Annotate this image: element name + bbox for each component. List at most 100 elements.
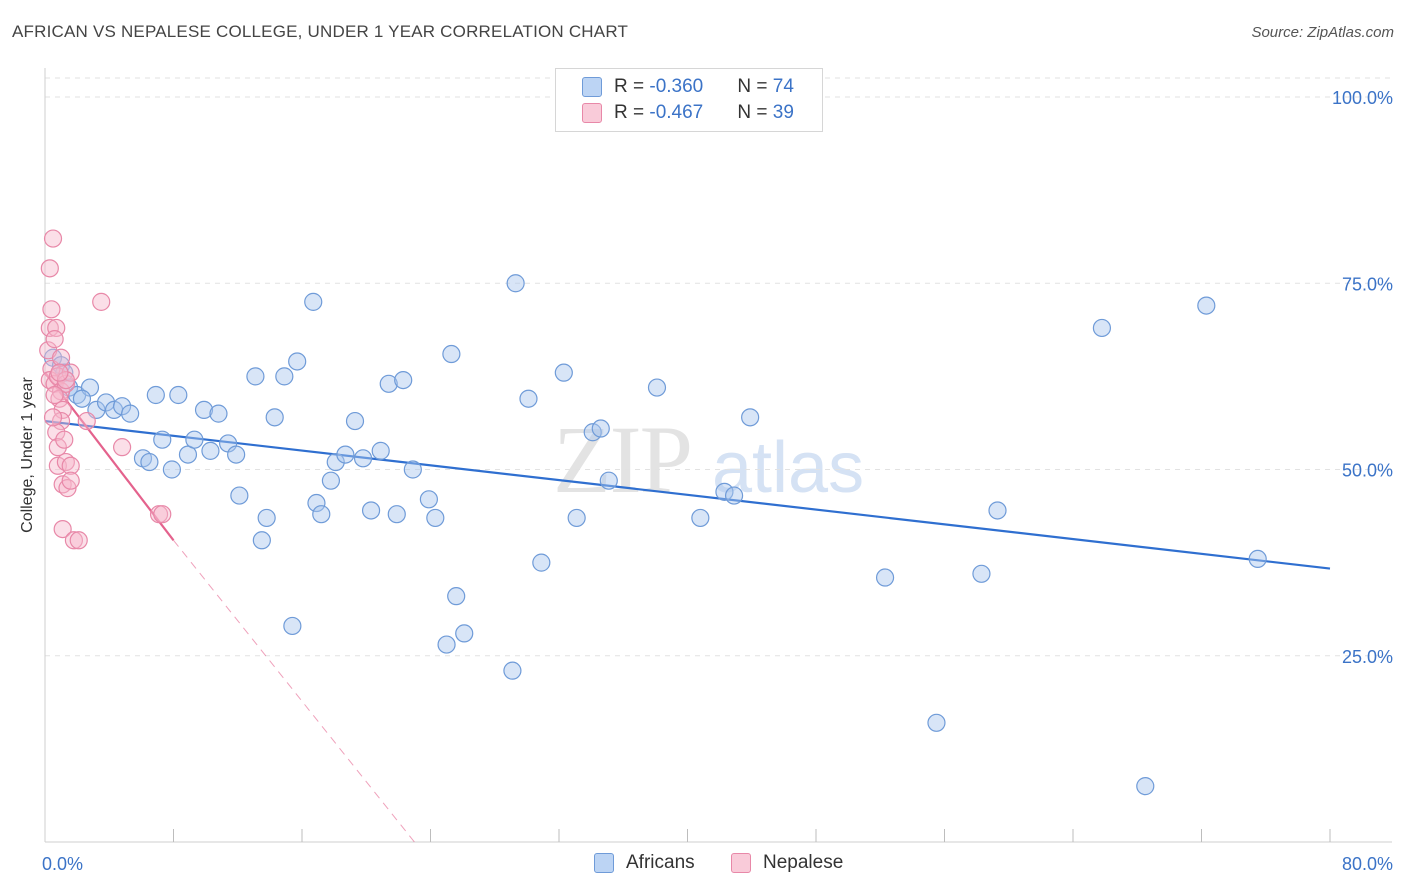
african-point — [442, 344, 461, 364]
nepalese-point — [112, 438, 132, 457]
gridlines — [45, 77, 1392, 657]
legend-row-africans: R = -0.360 N = 74 — [582, 74, 794, 100]
african-point — [209, 404, 228, 423]
african-point — [447, 587, 466, 606]
african-point — [927, 713, 946, 732]
african-point — [371, 441, 390, 460]
nepalese-point — [48, 438, 67, 457]
nepalese-point — [42, 300, 61, 319]
african-point — [288, 352, 307, 371]
nepalese-swatch — [582, 103, 602, 123]
african-point — [265, 408, 284, 427]
african-point — [257, 508, 276, 528]
trend-lines — [44, 371, 1331, 843]
nepalese-point — [77, 411, 96, 431]
nepalese-r-label: R = — [614, 102, 650, 123]
african-point — [875, 568, 895, 587]
african-point — [394, 371, 413, 390]
watermark-zip: ZIP — [553, 406, 691, 513]
african-point — [185, 430, 204, 449]
nepalese-point — [64, 531, 84, 550]
nepalese-point — [153, 505, 172, 524]
african-point — [227, 445, 246, 464]
x-tick-label: 0.0% — [42, 854, 83, 874]
african-point — [361, 501, 381, 520]
africans-n-value: 74 — [772, 76, 794, 97]
bottom-legend-nepalese: Nepalese — [731, 852, 843, 874]
african-point — [426, 508, 445, 528]
african-point — [1248, 549, 1267, 569]
african-point — [532, 553, 551, 572]
nepalese-point — [50, 363, 69, 382]
african-point — [647, 378, 667, 397]
african-point — [554, 363, 573, 382]
nepalese-point — [45, 385, 64, 405]
africans-trend-line — [44, 419, 1331, 570]
nepalese-point — [55, 430, 74, 449]
african-point — [724, 486, 744, 505]
africans-n-label: N = — [737, 76, 773, 97]
african-point — [379, 374, 398, 393]
watermark-atlas: atlas — [712, 428, 864, 508]
african-point — [153, 430, 172, 449]
nepalese-point — [69, 531, 88, 550]
african-point — [506, 274, 525, 293]
y-tick-label: 75.0% — [1342, 274, 1393, 294]
axes — [44, 68, 1392, 843]
nepalese-trend-line — [44, 371, 175, 541]
africans-legend-label: Africans — [626, 852, 695, 873]
nepalese-legend-swatch — [731, 853, 751, 873]
africans-r-label: R = — [614, 76, 650, 97]
nepalese-point — [61, 471, 80, 490]
african-point — [455, 624, 474, 643]
african-point — [1092, 318, 1112, 338]
african-point — [72, 389, 92, 408]
african-point — [304, 292, 323, 311]
african-point — [201, 441, 220, 460]
nepalese-point — [53, 519, 72, 539]
nepalese-point — [40, 318, 59, 338]
african-point — [741, 408, 760, 427]
african-point — [246, 367, 265, 386]
african-point — [715, 482, 734, 501]
nepalese-point — [40, 259, 59, 278]
nepalese-n-value: 39 — [772, 102, 794, 123]
african-point — [599, 471, 618, 490]
african-point — [567, 508, 586, 528]
africans-r-value: -0.360 — [649, 76, 704, 97]
african-point — [353, 449, 373, 468]
legend-row-nepalese: R = -0.467 N = 39 — [582, 100, 794, 126]
watermark: ZIP atlas — [553, 406, 864, 513]
african-point — [345, 411, 365, 431]
african-point — [503, 661, 522, 680]
y-tick-label: 100.0% — [1332, 88, 1393, 108]
african-point — [252, 531, 271, 550]
african-point — [275, 367, 294, 386]
african-point — [1197, 296, 1216, 315]
african-point — [403, 460, 422, 479]
nepalese-point — [56, 371, 75, 390]
nepalese-legend-label: Nepalese — [763, 852, 844, 873]
african-point — [230, 486, 249, 505]
nepalese-n-label: N = — [737, 102, 773, 123]
correlation-legend: R = -0.360 N = 74 R = -0.467 N = 39 — [555, 68, 823, 132]
y-tick-label: 25.0% — [1342, 647, 1393, 667]
african-point — [162, 460, 181, 479]
x-tick-label: 80.0% — [1342, 854, 1393, 874]
african-point — [140, 452, 159, 472]
african-point — [437, 635, 456, 654]
y-axis-title: College, Under 1 year — [19, 377, 36, 533]
african-point — [972, 564, 991, 583]
chart-title: AFRICAN VS NEPALESE COLLEGE, UNDER 1 YEA… — [12, 22, 629, 41]
african-point — [336, 445, 355, 464]
african-point — [519, 389, 538, 408]
african-point — [321, 471, 341, 490]
nepalese-point — [92, 292, 111, 311]
african-point — [326, 452, 345, 472]
nepalese-point — [51, 348, 71, 367]
african-point — [691, 508, 710, 528]
africans-swatch — [582, 77, 602, 97]
y-tick-label: 50.0% — [1342, 461, 1393, 481]
african-point — [1136, 777, 1155, 796]
